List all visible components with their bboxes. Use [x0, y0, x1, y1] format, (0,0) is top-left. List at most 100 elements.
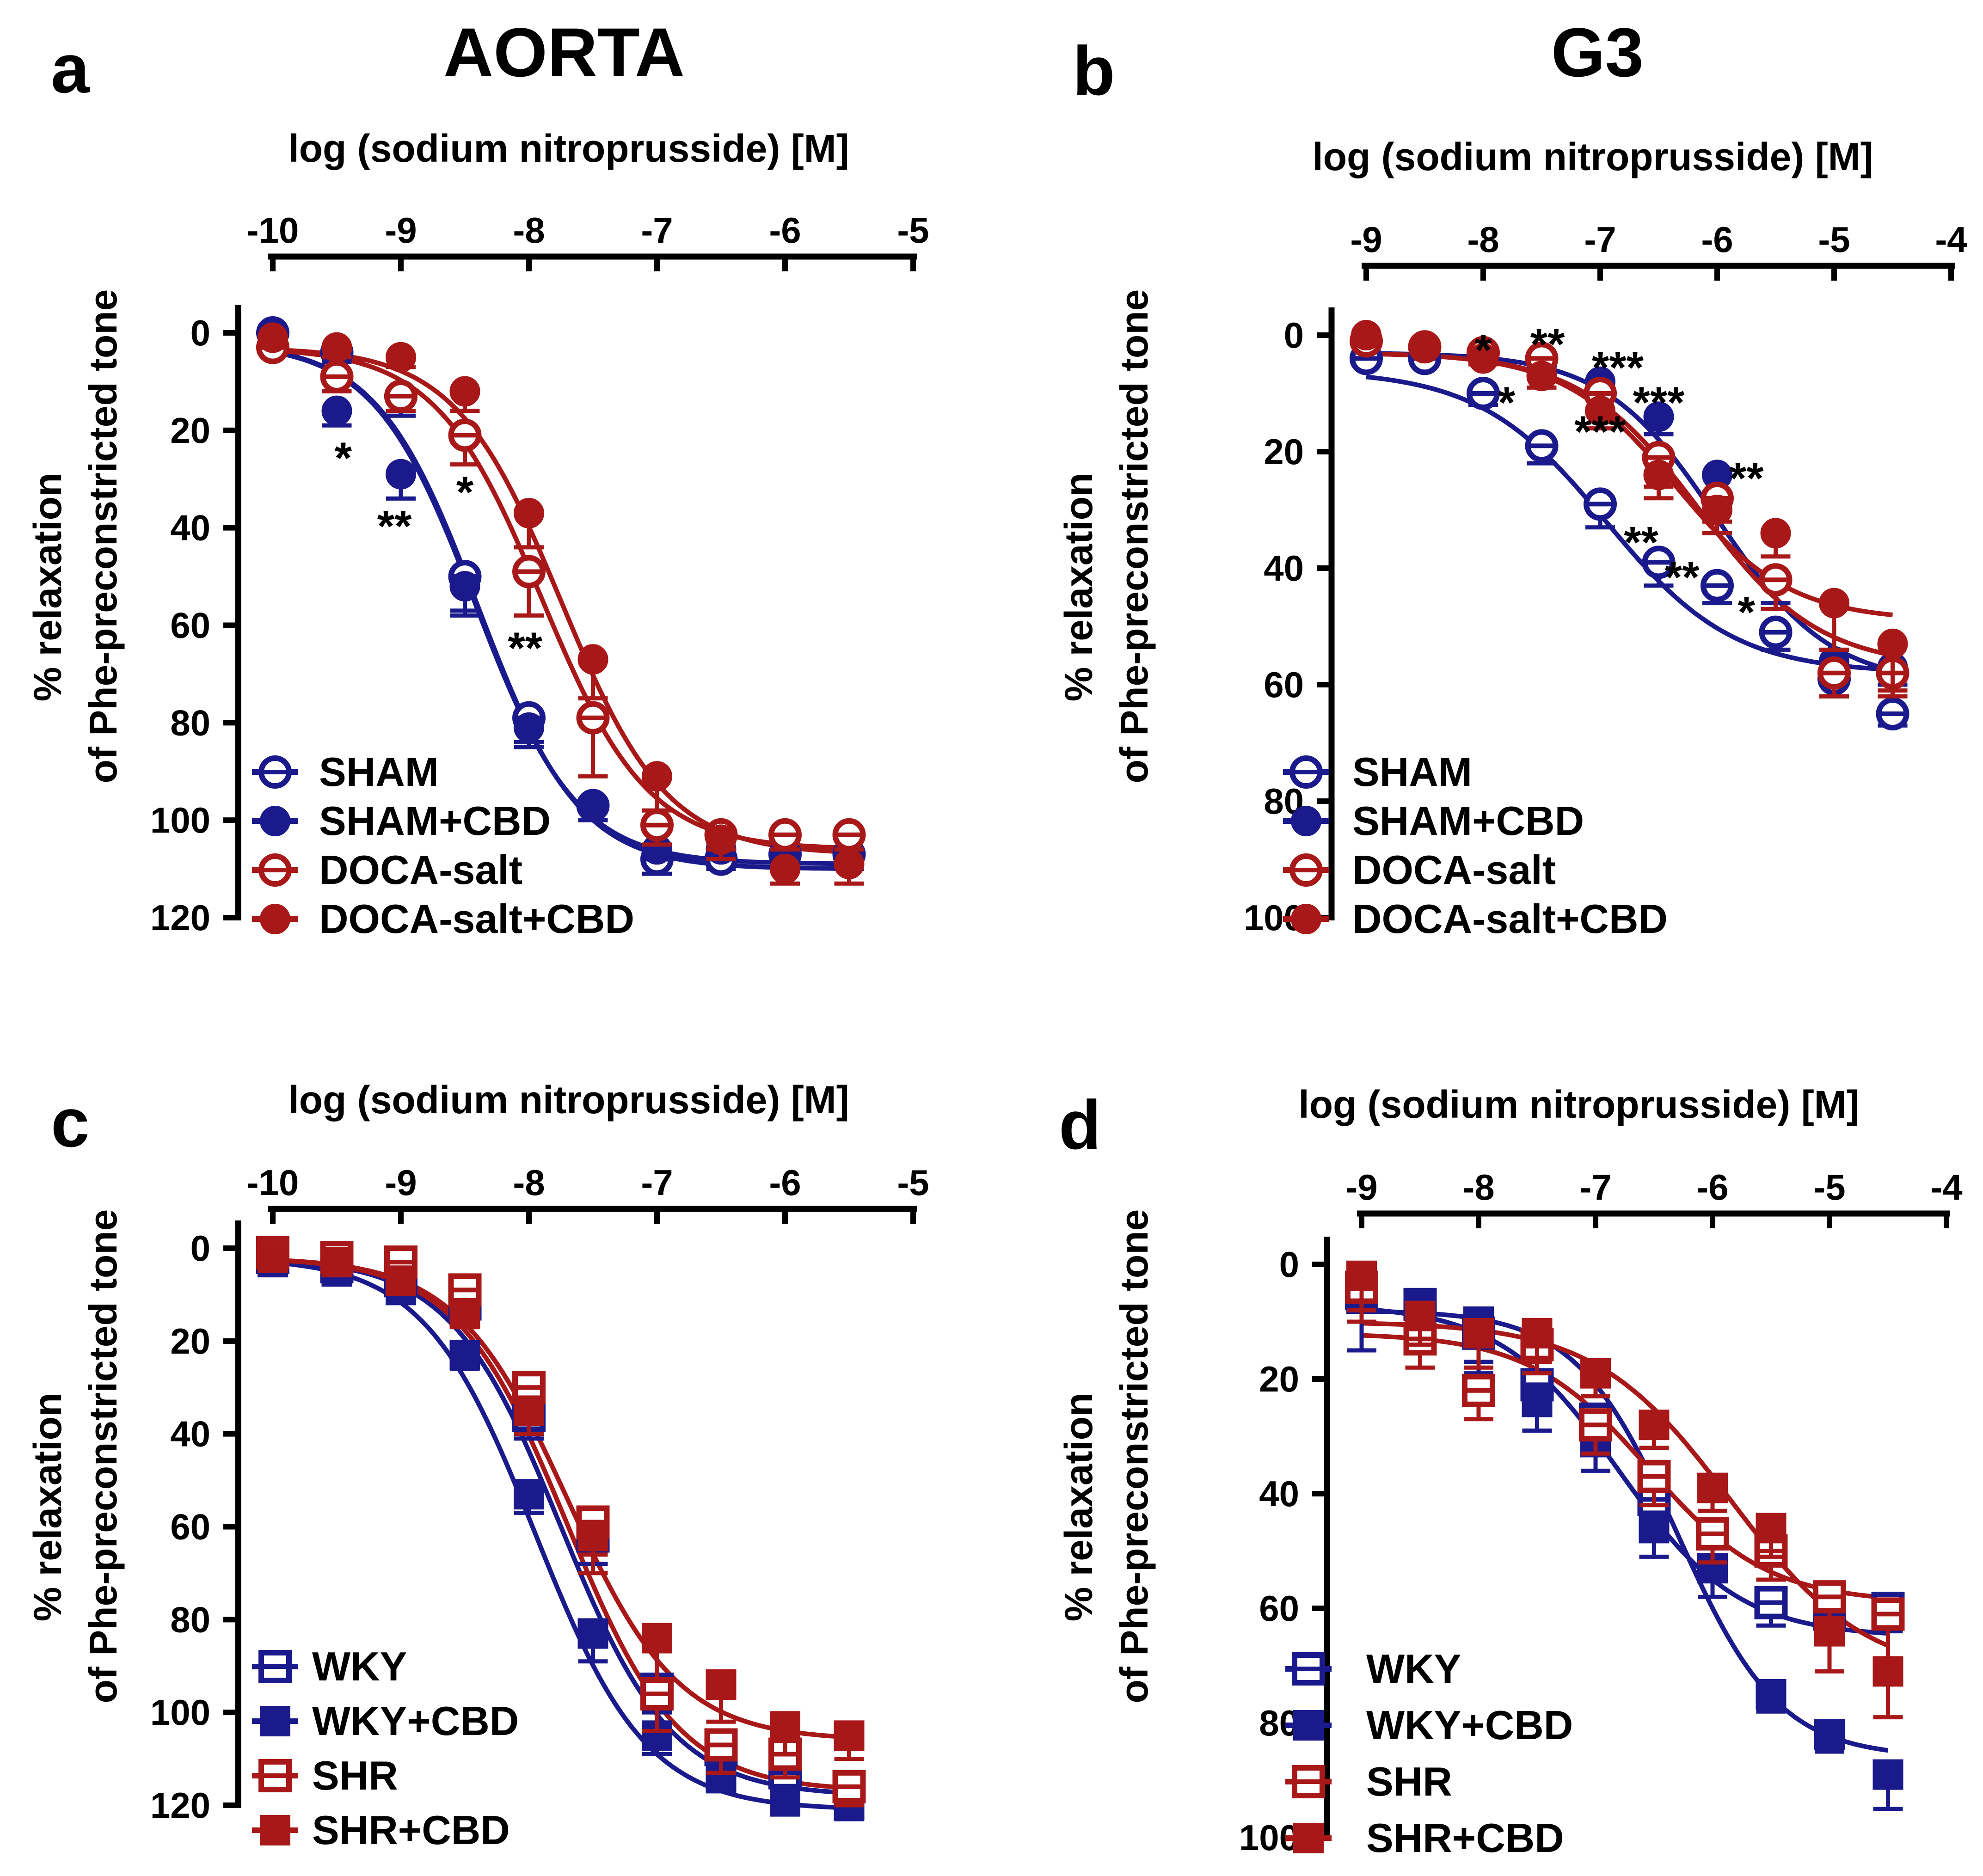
- data-point-doca-salt-cbd: [258, 322, 288, 353]
- significance-mark: *: [1474, 325, 1492, 375]
- data-point-doca-salt-cbd: [1468, 343, 1498, 374]
- data-point-sham-cbd: [449, 571, 480, 602]
- legend-label-sham-cbd: SHAM+CBD: [319, 798, 551, 844]
- legend-marker-sham-cbd: [260, 806, 290, 836]
- panel-a-title: AORTA: [443, 13, 685, 91]
- legend-label-sham-cbd: SHAM+CBD: [1352, 798, 1584, 844]
- data-point-sham-cbd: [1643, 401, 1674, 432]
- legend-label-doca-salt-cbd: DOCA-salt+CBD: [1352, 896, 1668, 942]
- panel-c-letter: c: [51, 1084, 89, 1161]
- data-point-shr-cbd: [834, 1720, 865, 1751]
- data-point-doca-salt-cbd: [321, 332, 352, 363]
- legend-label-sham: SHAM: [1352, 749, 1472, 795]
- legend-marker-doca-salt-cbd: [260, 904, 290, 934]
- panel-d-data-points: [1345, 1260, 1905, 1811]
- data-point-doca-salt-cbd: [514, 498, 544, 529]
- data-point-wky-cbd: [1814, 1719, 1845, 1750]
- x-tick-label: -10: [247, 210, 299, 251]
- data-point-shr-cbd: [386, 1265, 416, 1296]
- y-tick-label: 60: [170, 1507, 210, 1547]
- significance-mark: **: [508, 624, 542, 673]
- x-tick-label: -7: [1584, 219, 1616, 260]
- data-point-shr-cbd: [577, 1520, 608, 1551]
- panel-d-x-axis-label: log (sodium nitroprusside) [M]: [1298, 1083, 1859, 1126]
- panel-c-legend: WKY WKY+CBD SHR SHR+CBD: [252, 1643, 519, 1853]
- panel-b-significance-marks: * ** *****************: [1474, 320, 1764, 638]
- significance-mark: **: [1624, 518, 1658, 567]
- data-point-shr-cbd: [770, 1711, 800, 1742]
- y-tick-label: 60: [1264, 664, 1304, 705]
- significance-mark: ***: [1633, 378, 1685, 428]
- data-point-shr-cbd: [1756, 1513, 1787, 1544]
- panel-b-letter: b: [1073, 32, 1115, 110]
- legend-marker-sham-cbd: [1291, 806, 1321, 836]
- significance-mark: **: [1729, 454, 1764, 503]
- panel-a-y-axis-label-line2: of Phe-preconstricted tone: [81, 289, 125, 784]
- fit-curve-doca-salt-cbd: [272, 347, 849, 855]
- data-point-doca-salt-cbd: [706, 824, 737, 855]
- fit-curve-shr-cbd: [272, 1257, 849, 1740]
- y-tick-label: 100: [150, 1692, 210, 1733]
- data-point-doca-salt-cbd: [577, 644, 608, 675]
- x-tick-label: -9: [385, 1162, 417, 1203]
- legend-marker-wky-cbd: [1293, 1710, 1324, 1741]
- legend-marker-wky-cbd: [260, 1706, 290, 1736]
- x-tick-label: -7: [641, 1162, 673, 1203]
- x-tick-label: -5: [1813, 1167, 1845, 1208]
- panel-c-x-axis-label: log (sodium nitroprusside) [M]: [288, 1078, 849, 1122]
- panel-c-y-axis-label-line2: of Phe-preconstricted tone: [81, 1209, 125, 1704]
- data-point-shr-cbd: [1522, 1318, 1553, 1349]
- data-point-sham-cbd: [514, 712, 544, 743]
- fit-curve-wky: [1361, 1306, 1888, 1636]
- legend-label-wky: WKY: [312, 1643, 407, 1689]
- x-tick-label: -5: [897, 210, 929, 251]
- panel-b-y-axis-label-line1: % relaxation: [1057, 473, 1100, 702]
- legend-marker-shr-cbd: [1293, 1823, 1324, 1853]
- legend-label-shr-cbd: SHR+CBD: [312, 1807, 510, 1853]
- x-tick-label: -4: [1930, 1167, 1962, 1208]
- x-tick-label: -6: [769, 1162, 801, 1203]
- panel-c-fit-curves: [272, 1257, 849, 1810]
- data-point-wky-cbd: [770, 1785, 800, 1816]
- panel-d-fit-curves: [1361, 1306, 1889, 1753]
- significance-mark: *: [456, 467, 474, 517]
- x-tick-label: -7: [641, 210, 673, 251]
- fit-curve-sham-cbd: [272, 349, 849, 866]
- x-tick-label: -6: [1696, 1167, 1728, 1208]
- y-tick-label: 120: [150, 897, 210, 938]
- panel-b-title: G3: [1551, 13, 1644, 91]
- data-point-doca-salt-cbd: [834, 849, 865, 880]
- data-point-shr-cbd: [1872, 1656, 1903, 1687]
- data-point-wky-cbd: [1522, 1386, 1553, 1417]
- x-tick-label: -8: [1467, 219, 1499, 260]
- legend-label-sham: SHAM: [319, 749, 439, 795]
- data-point-shr-cbd: [449, 1298, 480, 1329]
- fit-curve-sham: [1366, 374, 1893, 672]
- fit-curve-doca-salt-cbd: [1366, 351, 1893, 618]
- significance-mark: ***: [1574, 407, 1627, 457]
- panel-a: a AORTA log (sodium nitroprusside) [M] %…: [26, 13, 929, 942]
- panel-a-letter: a: [51, 30, 90, 107]
- data-point-shr-cbd: [1639, 1410, 1670, 1441]
- data-point-doca-salt-cbd: [1526, 361, 1557, 392]
- data-point-wky-cbd: [1756, 1679, 1787, 1710]
- panel-a-significance-marks: ******: [335, 434, 543, 673]
- x-tick-label: -5: [897, 1162, 929, 1203]
- panel-c-axes: -10 -9 -8 -7 -6 -5 0 20 40 60 80 100 120: [150, 1162, 929, 1826]
- data-point-doca-salt-cbd: [770, 853, 800, 884]
- y-tick-label: 120: [150, 1785, 210, 1826]
- significance-mark: *: [335, 434, 352, 483]
- data-point-shr-cbd: [642, 1623, 672, 1654]
- legend-label-shr-cbd: SHR+CBD: [1366, 1815, 1564, 1861]
- legend-label-wky: WKY: [1366, 1646, 1461, 1692]
- data-point-shr-cbd: [1405, 1300, 1436, 1331]
- data-point-doca-salt-cbd: [1351, 320, 1381, 350]
- data-point-doca-salt-cbd: [1819, 588, 1849, 619]
- x-tick-label: -5: [1818, 219, 1850, 260]
- data-point-doca-salt-cbd: [1760, 518, 1791, 549]
- fit-curve-doca-salt: [1366, 351, 1893, 658]
- panel-a-y-axis-label-line1: % relaxation: [26, 473, 69, 702]
- legend-marker-shr-cbd: [260, 1815, 290, 1845]
